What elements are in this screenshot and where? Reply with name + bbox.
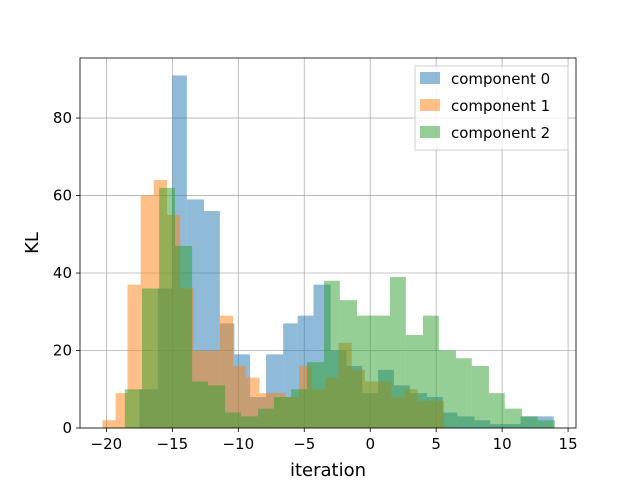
y-tick-label: 60 — [53, 187, 72, 205]
histogram-bar — [291, 389, 307, 428]
histogram-bar — [207, 385, 226, 428]
histogram-bar — [521, 416, 538, 428]
histogram-bar — [405, 335, 423, 428]
histogram-bar — [306, 362, 325, 428]
legend: component 0 component 1 component 2 — [414, 65, 569, 151]
histogram-bar — [438, 350, 456, 428]
legend-swatch-1 — [420, 99, 440, 111]
histogram-bar — [258, 408, 274, 428]
histogram-bar — [159, 187, 175, 428]
x-tick-label: 15 — [559, 435, 578, 453]
histogram-bar — [339, 300, 358, 428]
y-axis-ticks: 0 20 40 60 80 — [53, 109, 80, 437]
legend-label-1: component 1 — [451, 97, 550, 115]
x-tick-label: 5 — [431, 435, 441, 453]
histogram-bar — [422, 315, 439, 428]
legend-box — [414, 65, 569, 151]
y-tick-label: 40 — [53, 264, 72, 282]
x-axis-ticks: −20 −15 −10 −5 0 5 10 15 — [91, 428, 578, 453]
histogram-bar — [537, 420, 555, 428]
histogram-bar — [142, 288, 160, 428]
histogram-bar — [102, 420, 116, 428]
histogram-bar — [240, 416, 259, 428]
series-2-bars — [124, 187, 555, 428]
legend-label-2: component 2 — [451, 124, 550, 142]
y-tick-label: 80 — [53, 109, 72, 127]
x-tick-label: −15 — [157, 435, 189, 453]
x-axis-label: iteration — [290, 460, 366, 480]
y-tick-label: 20 — [53, 342, 72, 360]
histogram-bar — [124, 389, 142, 428]
histogram-bar — [174, 245, 193, 428]
plot-frame — [79, 57, 577, 429]
legend-swatch-0 — [420, 72, 440, 84]
histogram-bar — [372, 315, 390, 428]
histogram-bar — [471, 366, 489, 428]
x-tick-label: 0 — [365, 435, 375, 453]
legend-label-0: component 0 — [451, 70, 550, 88]
x-tick-label: 10 — [493, 435, 512, 453]
x-tick-label: −20 — [91, 435, 123, 453]
histogram-bar — [273, 397, 292, 428]
histogram-bar — [390, 276, 406, 428]
legend-swatch-2 — [420, 126, 440, 138]
histogram-bar — [455, 358, 472, 428]
histogram-bar — [324, 280, 340, 428]
histogram-bar — [504, 408, 522, 428]
x-tick-label: −5 — [293, 435, 315, 453]
histogram-bar — [115, 393, 128, 428]
histogram-bar — [488, 393, 505, 428]
x-tick-label: −10 — [222, 435, 254, 453]
y-tick-label: 0 — [62, 419, 72, 437]
histogram-bar — [225, 412, 241, 428]
histogram-bar — [357, 315, 373, 428]
histogram-bar — [192, 381, 208, 428]
histogram-bars — [102, 75, 555, 428]
y-axis-label: KL — [22, 232, 43, 254]
histogram-bar — [246, 377, 260, 428]
